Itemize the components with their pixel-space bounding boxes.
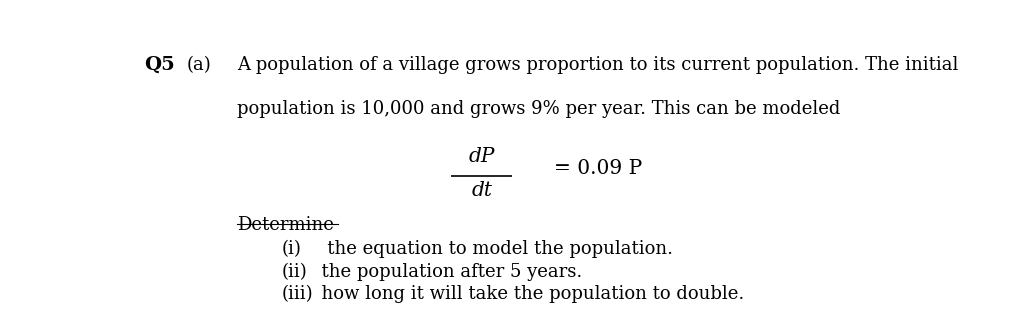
Text: population is 10,000 and grows 9% per year. This can be modeled: population is 10,000 and grows 9% per ye…	[238, 100, 841, 118]
Text: Q5: Q5	[144, 56, 175, 74]
Text: (a): (a)	[187, 56, 212, 74]
Text: (ii): (ii)	[281, 263, 307, 281]
Text: A population of a village grows proportion to its current population. The initia: A population of a village grows proporti…	[238, 56, 959, 74]
Text: dP: dP	[468, 147, 495, 166]
Text: = 0.09 P: = 0.09 P	[554, 159, 642, 179]
Text: dt: dt	[472, 181, 492, 200]
Text: the equation to model the population.: the equation to model the population.	[309, 240, 672, 259]
Text: how long it will take the population to double.: how long it will take the population to …	[309, 285, 743, 303]
Text: (iii): (iii)	[281, 285, 313, 303]
Text: the population after 5 years.: the population after 5 years.	[309, 263, 582, 281]
Text: (i): (i)	[281, 240, 301, 259]
Text: Determine: Determine	[238, 216, 334, 234]
